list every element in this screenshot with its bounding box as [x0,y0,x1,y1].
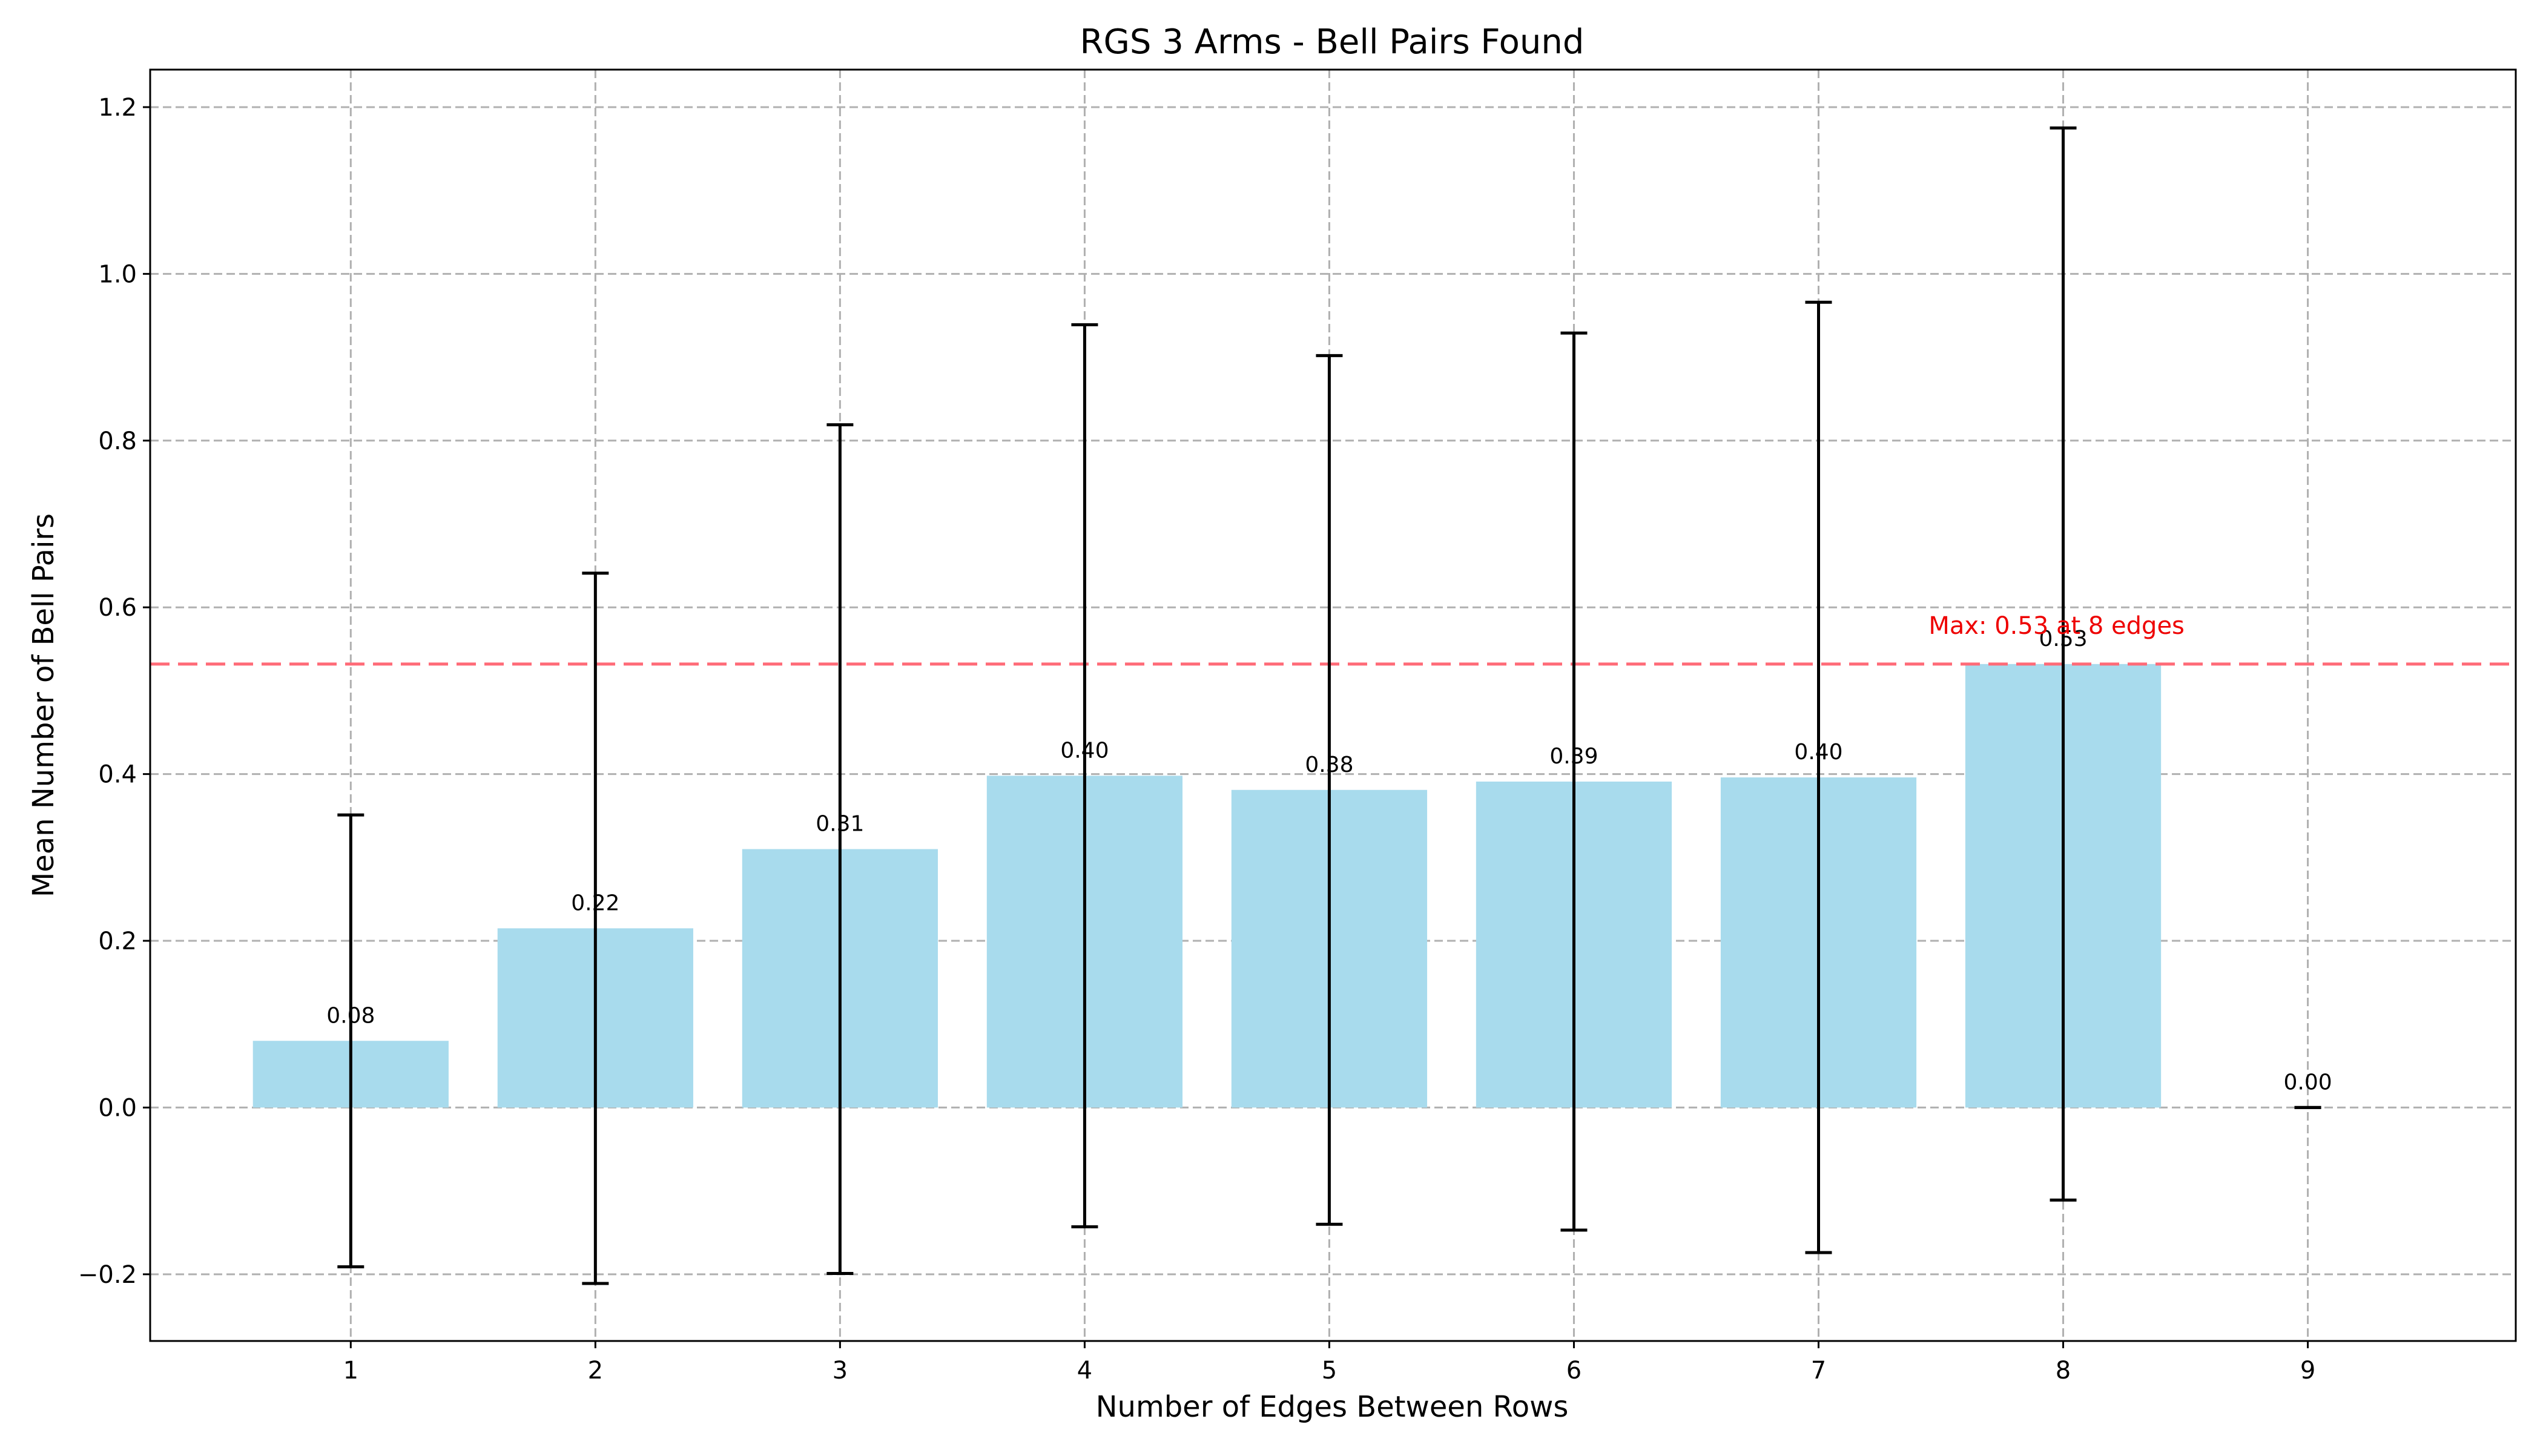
x-tick-label: 3 [833,1357,848,1385]
bar-value-label: 0.31 [816,812,864,837]
y-tick-label: 0.2 [98,927,137,955]
plot-frame [149,68,2517,1342]
y-tick-label: −0.2 [78,1261,137,1289]
bar-value-label: 0.53 [2039,627,2087,651]
x-tick-label: 2 [588,1357,603,1385]
bar-value-label: 0.08 [326,1003,375,1028]
x-tick-label: 7 [1811,1357,1826,1385]
bar-value-label: 0.22 [571,891,619,915]
plot-area: 0.080.220.310.400.38 0.39 0.400.530.00Max:… [78,68,2517,1385]
max-annotation: Max: 0.53 at 8 edges [1928,612,2185,640]
x-axis-label: Number of Edges Between Rows [1096,1390,1569,1424]
chart-title: RGS 3 Arms - Bell Pairs Found [1080,22,1585,62]
y-tick-label: 1.2 [98,94,137,122]
x-tick-label: 4 [1077,1357,1092,1385]
x-tick-label: 8 [2056,1357,2071,1385]
bar-value-label: 0.39 [1549,744,1598,769]
bar-value-label: 0.38 [1305,753,1353,777]
x-tick-label: 9 [2300,1357,2315,1385]
bar-value-label: 0.40 [1794,740,1842,765]
y-tick-label: 1.0 [98,260,137,288]
y-tick-label: 0.4 [98,761,137,789]
y-axis-label: Mean Number of Bell Pairs [27,513,61,897]
y-tick-label: 0.8 [98,427,137,455]
y-tick-label: 0.6 [98,594,137,622]
y-tick-label: 0.0 [98,1094,137,1122]
x-tick-label: 5 [1322,1357,1337,1385]
x-tick-label: 1 [343,1357,358,1385]
bar-value-label: 0.40 [1060,738,1109,763]
bar-value-label: 0.00 [2283,1070,2332,1095]
x-tick-label: 6 [1566,1357,1582,1385]
